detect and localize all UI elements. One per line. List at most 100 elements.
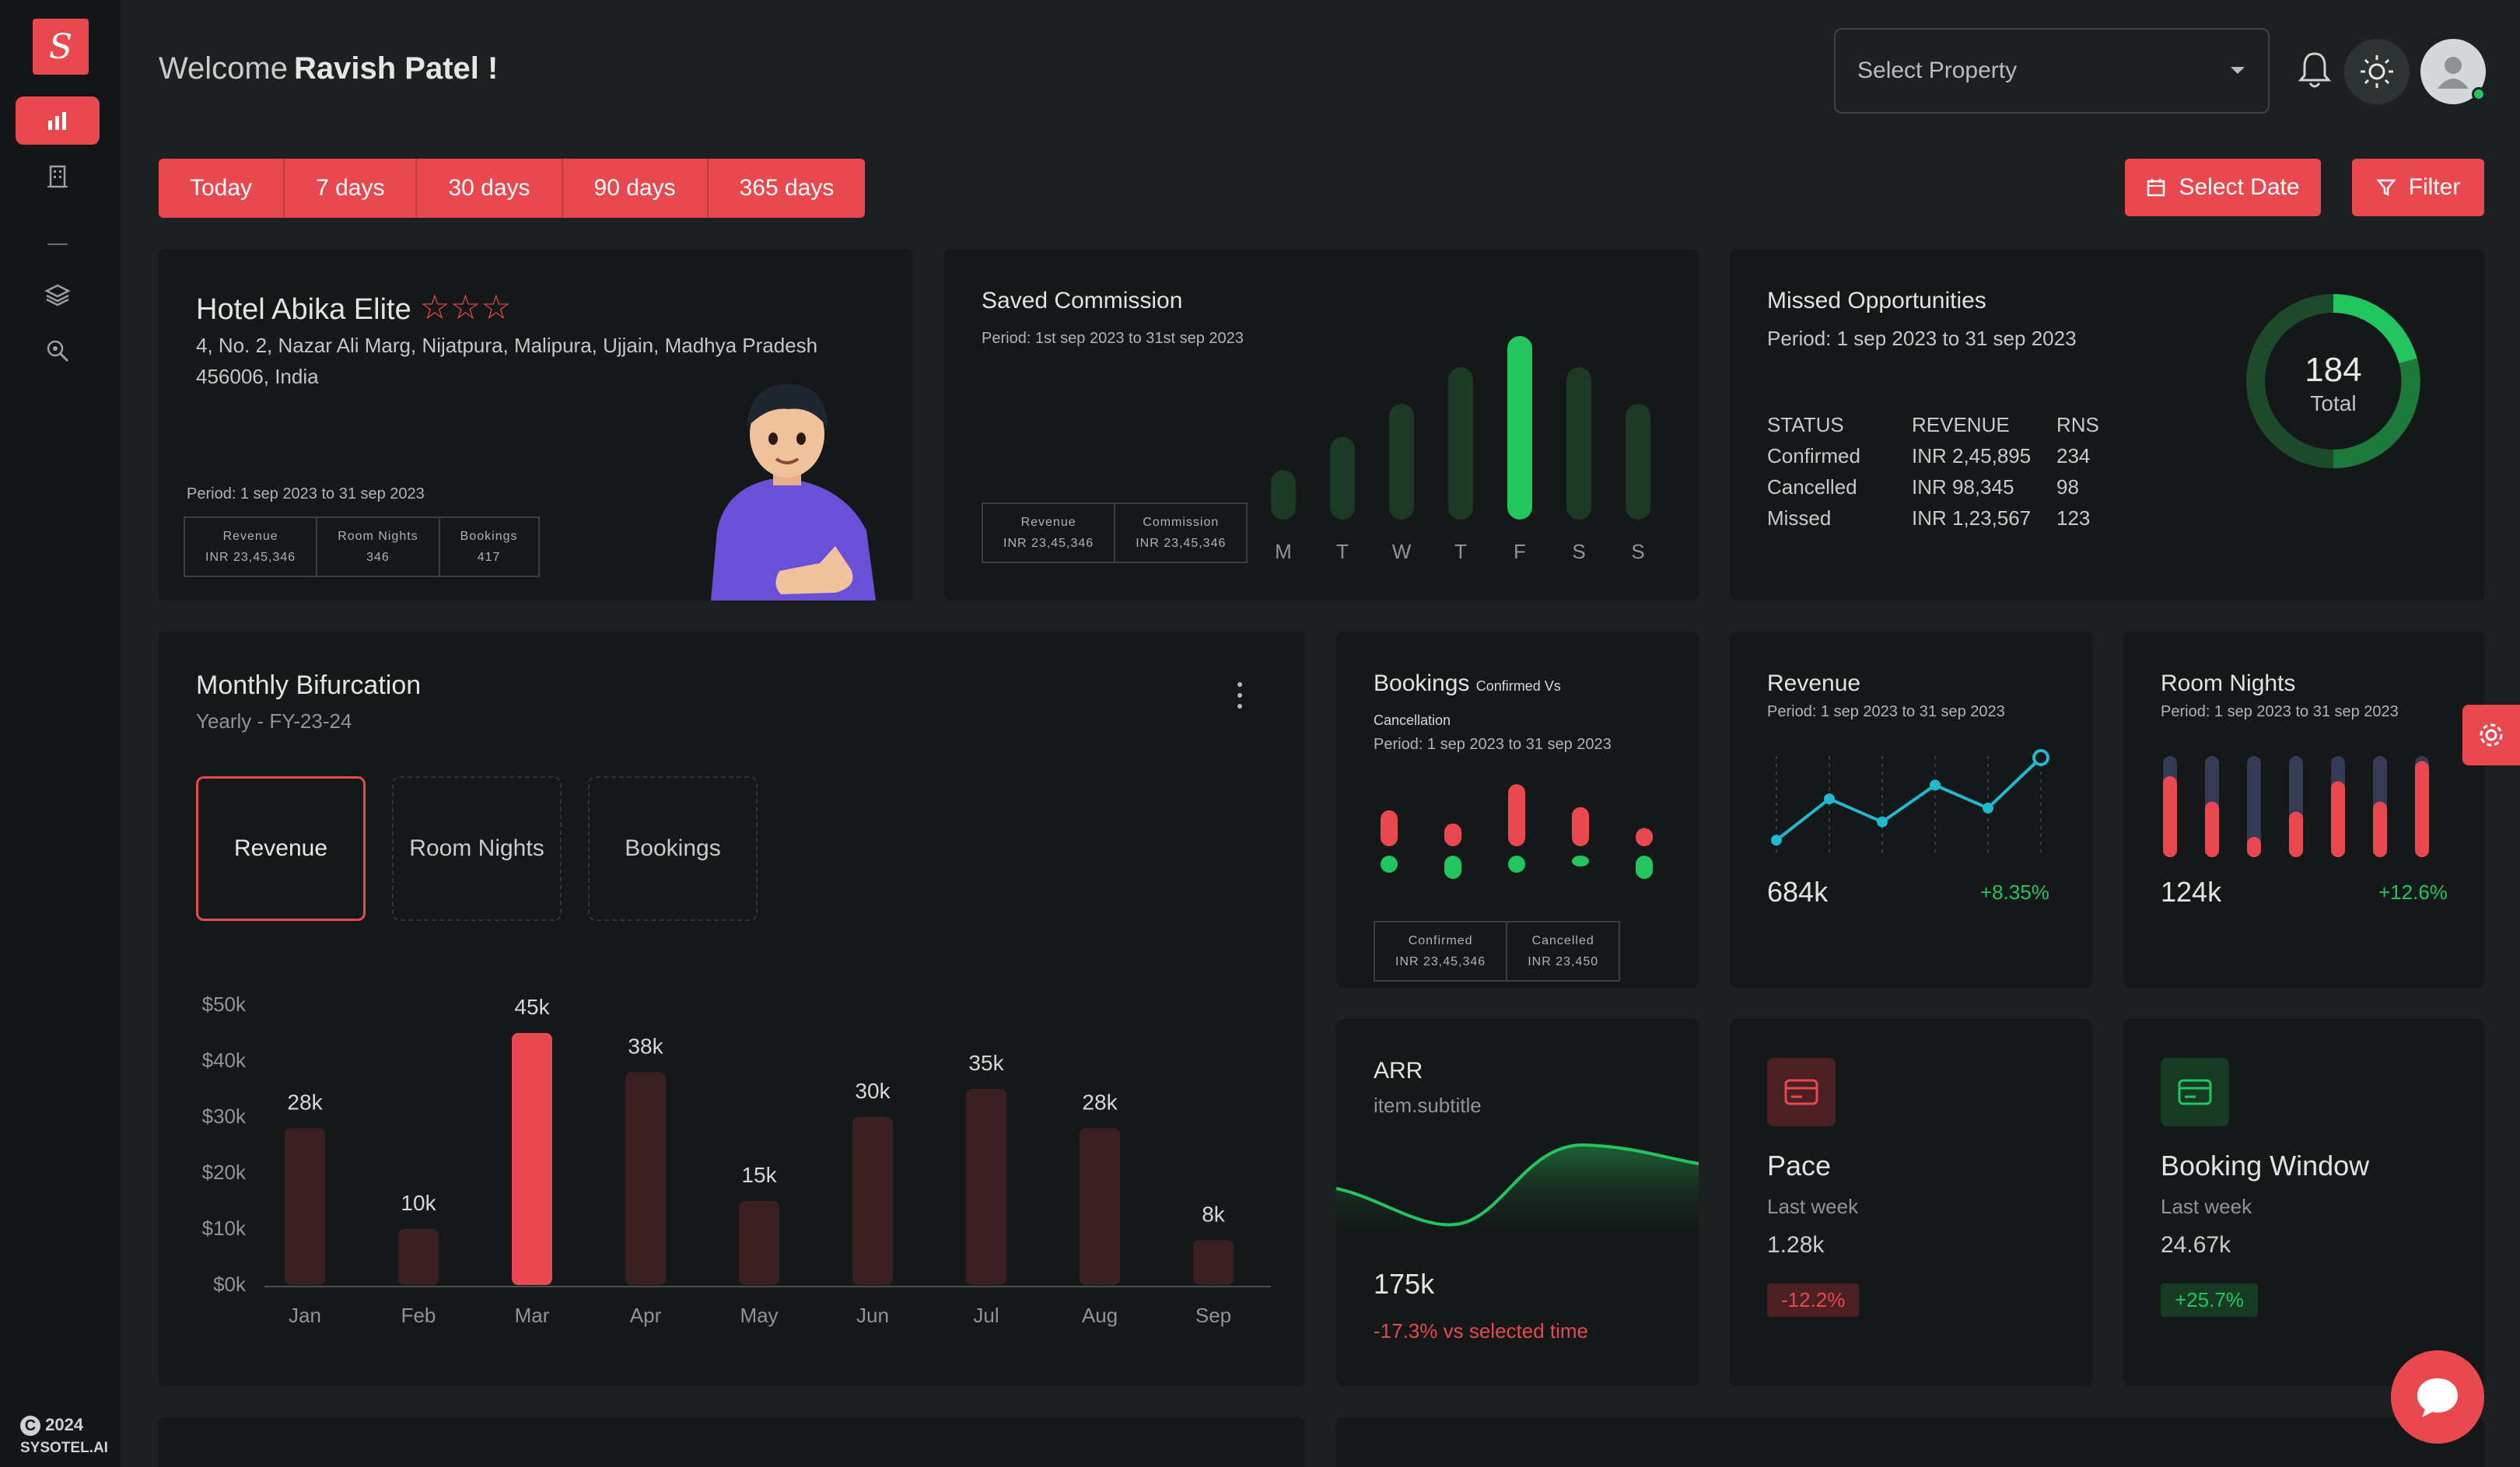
arr-card: ARR item.subtitle 175k -17.3% vs selecte… [1336, 1019, 1699, 1386]
hotel-name: Hotel Abika Elite ☆☆☆ [196, 289, 512, 327]
copyright: C 2024 SYSOTEL.AI [20, 1414, 108, 1459]
monthly-bar [966, 1089, 1006, 1285]
avatar[interactable] [2420, 39, 2486, 104]
nav-dashboard[interactable] [16, 96, 100, 145]
x-tick-label: Mar [515, 1304, 550, 1327]
filter-button[interactable]: Filter [2352, 159, 2484, 216]
range-90-days[interactable]: 90 days [563, 159, 709, 218]
monthly-bar [625, 1072, 666, 1285]
nav-properties[interactable] [16, 152, 100, 201]
date-range-tabs: Today 7 days 30 days 90 days 365 days [159, 159, 866, 218]
notification-button[interactable] [2291, 47, 2338, 93]
room-nights-value: 124k [2161, 876, 2222, 908]
logo[interactable]: S [33, 19, 89, 75]
bar-chart-icon [48, 112, 66, 130]
arr-subtitle: item.subtitle [1374, 1094, 1482, 1117]
missed-table: STATUS Confirmed Cancelled Missed REVENUE IN… [1767, 409, 2119, 534]
monthly-bar [285, 1128, 325, 1285]
range-30-days[interactable]: 30 days [417, 159, 563, 218]
commission-bar [1566, 367, 1591, 520]
bookings-title: Bookings Confirmed Vs [1374, 670, 1561, 696]
x-tick-label: Aug [1082, 1304, 1118, 1327]
more-options-button[interactable] [1232, 680, 1248, 711]
range-365-days[interactable]: 365 days [739, 175, 835, 201]
x-tick-label: Sep [1195, 1304, 1231, 1327]
revenue-point [1983, 802, 1993, 814]
x-tick-label: Feb [401, 1304, 436, 1327]
cancelled-bar [1508, 784, 1525, 846]
chat-bubble-icon [2417, 1378, 2458, 1417]
range-today[interactable]: Today [159, 159, 285, 218]
stat-room-nights: Room Nights 346 [317, 518, 440, 576]
monthly-bar [1193, 1240, 1234, 1285]
revenue-title: Revenue [1767, 670, 1861, 696]
revenue-value: 684k [1767, 876, 1829, 908]
user-name: Ravish Patel ! [293, 51, 499, 86]
filter-label: Filter [2408, 174, 2461, 200]
tab-room-nights[interactable]: Room Nights [392, 776, 562, 921]
property-select[interactable]: Select Property [1834, 28, 2270, 114]
pace-subtitle: Last week [1767, 1195, 1859, 1218]
bar-value-label: 28k [287, 1090, 323, 1114]
room-nights-card: Room Nights Period: 1 sep 2023 to 31 sep… [2123, 632, 2484, 988]
room-nights-track [2247, 756, 2261, 857]
avatar-illustration [711, 383, 876, 600]
monthly-bifurcation-card: Monthly Bifurcation Yearly - FY-23-24 Re… [159, 632, 1305, 1386]
room-nights-bar [2415, 761, 2429, 857]
bookings-period: Period: 1 sep 2023 to 31 sep 2023 [1374, 736, 1612, 753]
pace-card: Pace Last week 1.28k -12.2% [1730, 1019, 2092, 1386]
arr-change: -17.3% vs selected time [1374, 1319, 1589, 1343]
pace-change-badge: -12.2% [1767, 1283, 1860, 1317]
commission-period: Period: 1st sep 2023 to 31st sep 2023 [982, 330, 1244, 347]
select-date-button[interactable]: Select Date [2125, 159, 2321, 216]
y-tick-label: $10k [202, 1217, 247, 1240]
revenue-line-chart [1771, 749, 2049, 857]
booking-window-change-badge: +25.7% [2161, 1283, 2258, 1317]
hotel-card: Hotel Abika Elite ☆☆☆ 4, No. 2, Nazar Al… [159, 249, 913, 600]
bookings-subtitle: Cancellation [1374, 712, 1451, 728]
hotel-stats: Revenue INR 23,45,346 Room Nights 346 Book… [184, 516, 540, 577]
commission-bar [1448, 367, 1473, 520]
nav-layers[interactable] [16, 271, 100, 319]
y-tick-label: $0k [213, 1273, 247, 1296]
address-line-2: 456006, India [196, 365, 319, 388]
room-nights-title: Room Nights [2161, 670, 2296, 696]
confirmed-bar [1572, 856, 1589, 867]
room-nights-bar [2331, 781, 2345, 857]
settings-tab-button[interactable] [2462, 705, 2520, 765]
property-select-placeholder: Select Property [1857, 58, 2018, 83]
room-nights-bar [2205, 801, 2219, 857]
monthly-bar [512, 1033, 552, 1285]
online-status-dot [2472, 87, 2486, 101]
commission-day-label: F [1514, 540, 1526, 563]
chat-button[interactable] [2391, 1350, 2484, 1444]
range-7-days[interactable]: 7 days [285, 159, 418, 218]
commission-day-label: W [1392, 540, 1412, 563]
welcome-label: Welcome [159, 51, 288, 86]
hotel-period: Period: 1 sep 2023 to 31 sep 2023 [187, 485, 425, 502]
revenue-line [1775, 756, 2042, 842]
commission-day-label: S [1631, 540, 1644, 563]
copyright-year: 2024 [45, 1415, 84, 1434]
tab-bookings[interactable]: Bookings [588, 776, 758, 921]
y-tick-label: $30k [202, 1105, 247, 1128]
stat-cancelled: Cancelled INR 23,450 [1528, 934, 1599, 968]
gear-icon [2480, 723, 2503, 747]
nav-search[interactable] [16, 327, 100, 375]
revenue-point [1771, 835, 1782, 846]
booking-window-title: Booking Window [2161, 1150, 2370, 1182]
confirmed-bar [1508, 856, 1525, 873]
y-tick-label: $40k [202, 1049, 247, 1072]
bookings-title-small: Confirmed Vs [1475, 678, 1561, 694]
nav-divider[interactable] [16, 221, 100, 268]
bottom-card-right [1336, 1417, 2484, 1467]
cancelled-bar [1444, 823, 1461, 846]
tab-revenue[interactable]: Revenue [196, 776, 366, 921]
col-revenue: REVENUE INR 2,45,895 INR 98,345 INR 1,23,56… [1912, 413, 2032, 530]
booking-window-value: 24.67k [2161, 1232, 2231, 1258]
booking-window-subtitle: Last week [2161, 1195, 2252, 1218]
revenue-point [2032, 749, 2049, 766]
revenue-card: Revenue Period: 1 sep 2023 to 31 sep 202… [1730, 632, 2092, 988]
booking-window-card: Booking Window Last week 24.67k +25.7% [2123, 1019, 2484, 1386]
theme-toggle[interactable] [2344, 39, 2410, 104]
